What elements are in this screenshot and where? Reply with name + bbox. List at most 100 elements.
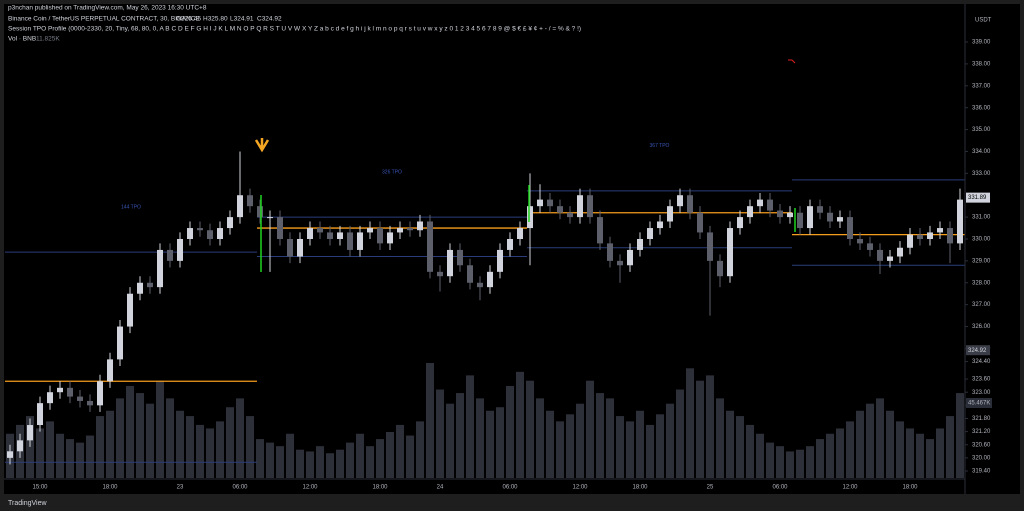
volume-bar <box>326 453 334 478</box>
y-tick-label: 324.40 <box>972 359 991 365</box>
candle-body <box>397 228 403 233</box>
candle-body <box>177 238 183 261</box>
candle-body <box>87 400 93 406</box>
volume-bar <box>956 393 964 478</box>
ohlc-value: L324.91 <box>230 16 254 23</box>
candle-body <box>587 195 593 218</box>
volume-bar <box>776 446 784 478</box>
y-tick-label: 339.00 <box>972 40 991 46</box>
candle-body <box>47 392 53 404</box>
candle-body <box>57 387 63 393</box>
candle-body <box>67 387 73 397</box>
volume-bar <box>36 428 44 478</box>
candle-body <box>917 234 923 239</box>
volume-bar <box>116 398 124 478</box>
x-tick-label: 06:00 <box>502 485 518 491</box>
volume-bar <box>486 410 494 478</box>
y-tick-label: 319.40 <box>972 469 991 475</box>
price-label: 324.92 <box>968 348 987 354</box>
volume-bar <box>936 428 944 478</box>
candle-body <box>837 217 843 222</box>
candle-body <box>817 206 823 213</box>
volume-bar <box>96 416 104 478</box>
candle-body <box>437 271 443 277</box>
candle-body <box>887 256 893 261</box>
currency: USDT <box>975 18 992 24</box>
candle-body <box>947 228 953 244</box>
y-tick-label: 336.00 <box>972 105 991 111</box>
volume-bar <box>786 451 794 478</box>
candle-body <box>797 212 803 229</box>
candle-body <box>667 206 673 222</box>
arrow-icon <box>254 138 270 153</box>
volume-bar <box>376 439 384 478</box>
volume-bar <box>136 393 144 478</box>
candle-body <box>927 232 933 239</box>
volume-bar <box>266 442 274 478</box>
candle-body <box>577 195 583 218</box>
candle-body <box>347 232 353 250</box>
candle-body <box>517 228 523 239</box>
volume-label-box <box>966 398 992 408</box>
volume-bar <box>706 375 714 478</box>
volume-bar <box>696 380 704 478</box>
volume-bar <box>306 451 314 478</box>
x-tick-label: 18:00 <box>902 485 918 491</box>
volume-bar <box>216 421 224 478</box>
candle-body <box>957 199 963 244</box>
candle-body <box>597 217 603 244</box>
volume-bar <box>366 446 374 478</box>
candle-body <box>207 230 213 239</box>
candle-body <box>827 212 833 222</box>
indicator: Session TPO Profile (0000-2330, 20, Tiny… <box>8 26 581 33</box>
volume-bar <box>606 398 614 478</box>
ohlc-value: C324.92 <box>257 16 282 23</box>
volume-bar <box>626 421 634 478</box>
volume-bar <box>126 386 134 478</box>
x-tick-label: 12:00 <box>572 485 588 491</box>
candle-body <box>17 440 23 452</box>
volume-bar <box>56 433 64 478</box>
volume-bar <box>386 432 394 478</box>
candle-body <box>677 195 683 207</box>
volume-bar <box>26 416 34 478</box>
volume-bar <box>246 416 254 478</box>
candle-body <box>267 217 273 219</box>
candle-body <box>37 403 43 426</box>
x-tick-label: 18:00 <box>372 485 388 491</box>
candle-body <box>277 217 283 239</box>
volume-bar <box>856 410 864 478</box>
candle-body <box>337 232 343 239</box>
candle-body <box>567 212 573 218</box>
volume-bar <box>886 410 894 478</box>
volume-bar <box>946 416 954 478</box>
volume-bar <box>586 380 594 478</box>
volume-bar <box>686 368 694 478</box>
candle-body <box>737 217 743 229</box>
volume-bar <box>766 442 774 478</box>
volume-bar <box>66 439 74 478</box>
price-label: 331.89 <box>968 195 987 201</box>
volume-bar <box>146 403 154 478</box>
x-tick-label: 12:00 <box>302 485 318 491</box>
volume-bar <box>616 416 624 478</box>
candle-body <box>607 243 613 261</box>
volume-bar <box>476 398 484 478</box>
candle-body <box>657 221 663 229</box>
candle-body <box>477 282 483 288</box>
volume-bar <box>536 398 544 478</box>
volume-bar <box>506 386 514 478</box>
volume-bar <box>176 410 184 478</box>
volume-bar <box>286 433 294 478</box>
price-label-box <box>966 192 990 203</box>
volume-bar <box>296 449 304 478</box>
y-tick-label: 338.00 <box>972 61 991 67</box>
candle-body <box>377 228 383 244</box>
volume-bar <box>896 421 904 478</box>
y-tick-label: 327.00 <box>972 302 991 308</box>
x-tick-label: 23 <box>177 485 184 491</box>
candle-body <box>537 199 543 207</box>
candle-body <box>497 249 503 272</box>
volume-bar <box>746 424 754 478</box>
candle-body <box>557 206 563 213</box>
